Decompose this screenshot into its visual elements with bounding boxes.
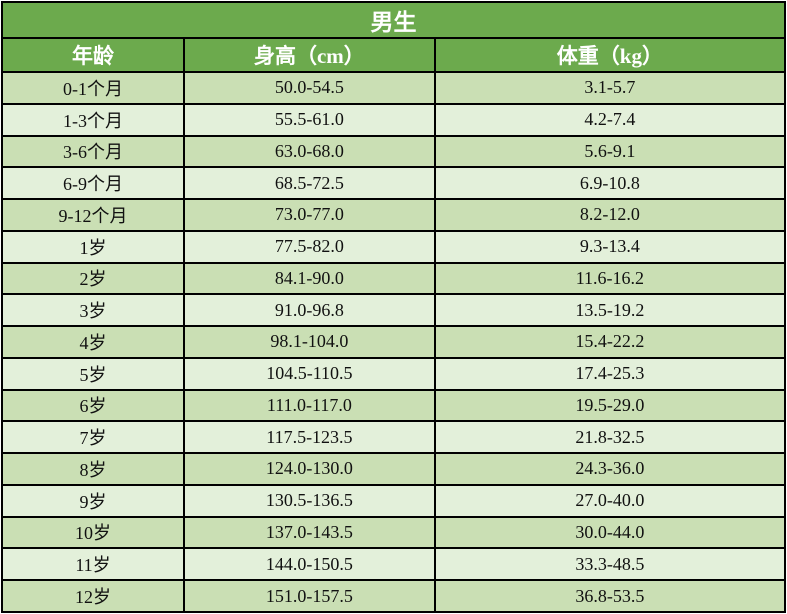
table-cell: 9.3-13.4: [433, 229, 787, 264]
table-cell: 8岁: [0, 452, 186, 486]
table-row: 1岁 77.5-82.0 9.3-13.4: [0, 229, 787, 264]
table-row: 6-9个月 68.5-72.5 6.9-10.8: [0, 166, 787, 200]
table-cell: 9岁: [0, 483, 186, 518]
table-row: 9-12个月 73.0-77.0 8.2-12.0: [0, 198, 787, 232]
table-cell: 130.5-136.5: [183, 483, 436, 518]
table-cell: 63.0-68.0: [183, 134, 436, 169]
table-row: 3-6个月 63.0-68.0 5.6-9.1: [0, 134, 787, 169]
table-cell: 50.0-54.5: [183, 71, 436, 105]
table-row: 4岁 98.1-104.0 15.4-22.2: [0, 325, 787, 359]
table-row: 0-1个月 50.0-54.5 3.1-5.7: [0, 71, 787, 105]
table-cell: 68.5-72.5: [183, 166, 436, 200]
table-cell: 5.6-9.1: [433, 134, 787, 169]
table-cell: 30.0-44.0: [433, 515, 787, 550]
table-row: 1-3个月 55.5-61.0 4.2-7.4: [0, 102, 787, 137]
table-cell: 6岁: [0, 388, 186, 423]
table-body: 0-1个月 50.0-54.5 3.1-5.7 1-3个月 55.5-61.0 4.2-7…: [0, 71, 787, 613]
table-cell: 137.0-143.5: [183, 515, 436, 550]
table-row: 11岁 144.0-150.5 33.3-48.5: [0, 547, 787, 581]
table-cell: 15.4-22.2: [433, 325, 787, 359]
column-header-1: 身高（cm）: [183, 37, 436, 73]
table-cell: 91.0-96.8: [183, 293, 436, 327]
table-cell: 2岁: [0, 261, 186, 296]
table-row: 7岁 117.5-123.5 21.8-32.5: [0, 420, 787, 454]
table-cell: 10岁: [0, 515, 186, 550]
table-cell: 6.9-10.8: [433, 166, 787, 200]
table-cell: 3.1-5.7: [433, 71, 787, 105]
table-cell: 98.1-104.0: [183, 325, 436, 359]
table-cell: 9-12个月: [0, 198, 186, 232]
title-row: 男生: [1, 1, 786, 39]
table-cell: 13.5-19.2: [433, 293, 787, 327]
table-cell: 4.2-7.4: [433, 102, 787, 137]
table-cell: 12岁: [0, 579, 186, 613]
column-header-2: 体重（kg）: [433, 37, 787, 73]
table-title: 男生: [1, 1, 786, 39]
table-cell: 73.0-77.0: [183, 198, 436, 232]
table-row: 8岁 124.0-130.0 24.3-36.0: [0, 452, 787, 486]
table-cell: 11岁: [0, 547, 186, 581]
table-row: 2岁 84.1-90.0 11.6-16.2: [0, 261, 787, 296]
table-cell: 27.0-40.0: [433, 483, 787, 518]
table-cell: 36.8-53.5: [433, 579, 787, 613]
table-cell: 55.5-61.0: [183, 102, 436, 137]
table-cell: 151.0-157.5: [183, 579, 436, 613]
table-cell: 124.0-130.0: [183, 452, 436, 486]
table-cell: 144.0-150.5: [183, 547, 436, 581]
table-cell: 5岁: [0, 356, 186, 391]
table-cell: 33.3-48.5: [433, 547, 787, 581]
table-cell: 104.5-110.5: [183, 356, 436, 391]
table-cell: 117.5-123.5: [183, 420, 436, 454]
table-cell: 1岁: [0, 229, 186, 264]
table-cell: 77.5-82.0: [183, 229, 436, 264]
table-row: 10岁 137.0-143.5 30.0-44.0: [0, 515, 787, 550]
table-row: 9岁 130.5-136.5 27.0-40.0: [0, 483, 787, 518]
table-cell: 0-1个月: [0, 71, 186, 105]
table-cell: 84.1-90.0: [183, 261, 436, 296]
table-cell: 19.5-29.0: [433, 388, 787, 423]
table-row: 5岁 104.5-110.5 17.4-25.3: [0, 356, 787, 391]
table-cell: 21.8-32.5: [433, 420, 787, 454]
table-cell: 8.2-12.0: [433, 198, 787, 232]
table-cell: 3岁: [0, 293, 186, 327]
table-cell: 17.4-25.3: [433, 356, 787, 391]
table-cell: 1-3个月: [0, 102, 186, 137]
table-row: 12岁 151.0-157.5 36.8-53.5: [0, 579, 787, 613]
table-row: 3岁 91.0-96.8 13.5-19.2: [0, 293, 787, 327]
table-cell: 111.0-117.0: [183, 388, 436, 423]
table-cell: 4岁: [0, 325, 186, 359]
table-cell: 24.3-36.0: [433, 452, 787, 486]
table-row: 6岁 111.0-117.0 19.5-29.0: [0, 388, 787, 423]
table-cell: 3-6个月: [0, 134, 186, 169]
table-cell: 6-9个月: [0, 166, 186, 200]
column-header-0: 年龄: [0, 37, 186, 73]
table-cell: 11.6-16.2: [433, 261, 787, 296]
column-header-row: 年龄 身高（cm） 体重（kg）: [0, 37, 787, 73]
table-cell: 7岁: [0, 420, 186, 454]
